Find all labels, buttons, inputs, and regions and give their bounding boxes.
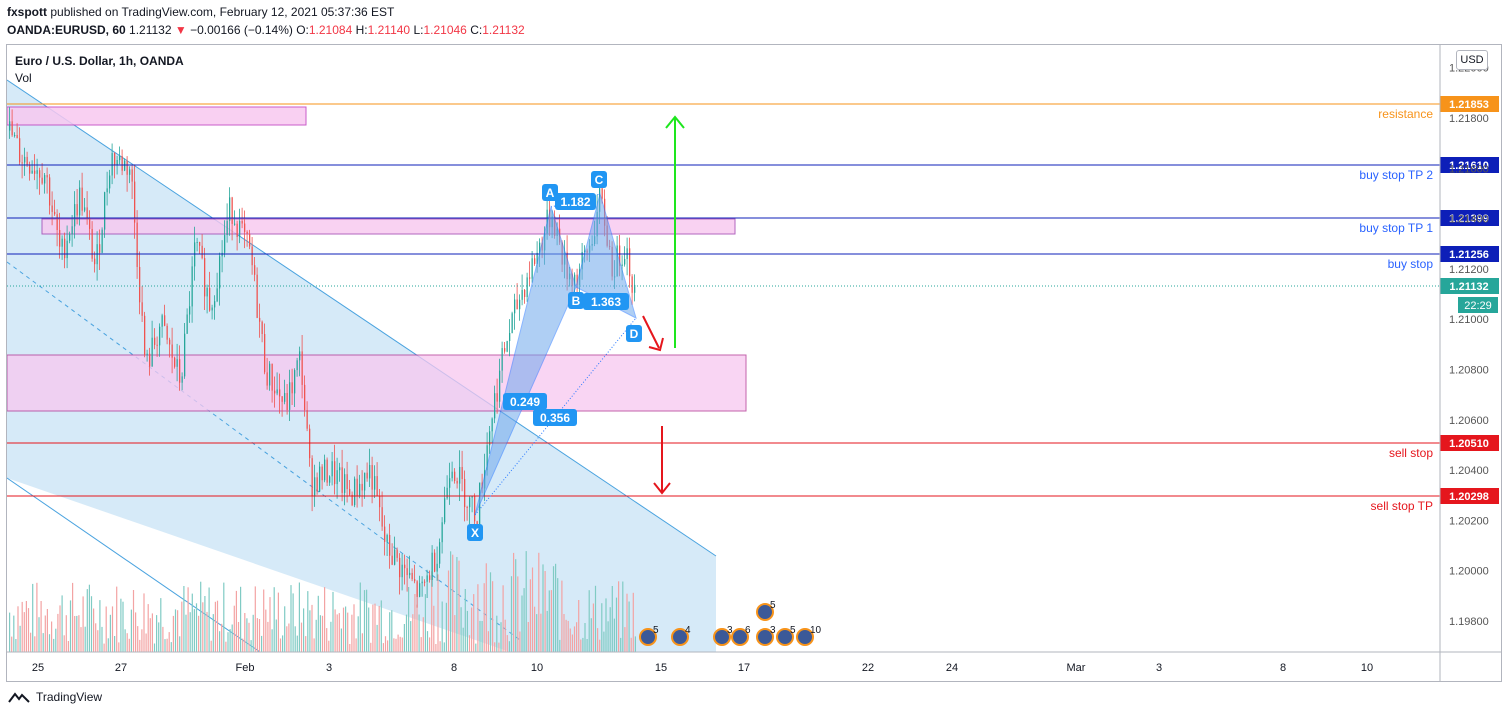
footer-brand[interactable]: TradingView [36,690,103,704]
chart-frame [6,44,1502,682]
down-arrow-icon: ▼ [174,23,187,37]
publish-line: fxspott published on TradingView.com, Fe… [7,5,394,19]
symbol-label: OANDA:EURUSD, 60 [7,23,126,37]
currency-button[interactable]: USD [1456,50,1488,70]
low-value: 1.21046 [423,23,467,37]
open-label: O: [296,23,309,37]
footer: TradingView [8,690,102,704]
tradingview-logo-icon [8,692,30,703]
price-change: −0.00166 (−0.14%) [190,23,293,37]
publisher-name: fxspott [7,5,47,19]
publish-info: published on TradingView.com, February 1… [50,5,395,19]
low-label: L: [413,23,424,37]
open-value: 1.21084 [308,23,353,37]
volume-legend: Vol [15,71,32,85]
chart-title: Euro / U.S. Dollar, 1h, OANDA [15,54,184,68]
last-price: 1.21132 [129,23,172,37]
close-value: 1.21132 [482,23,525,37]
close-label: C: [470,23,483,37]
high-label: H: [355,23,368,37]
high-value: 1.21140 [367,23,411,37]
quote-line: OANDA:EURUSD, 60 1.21132 ▼ −0.00166 (−0.… [7,23,525,37]
